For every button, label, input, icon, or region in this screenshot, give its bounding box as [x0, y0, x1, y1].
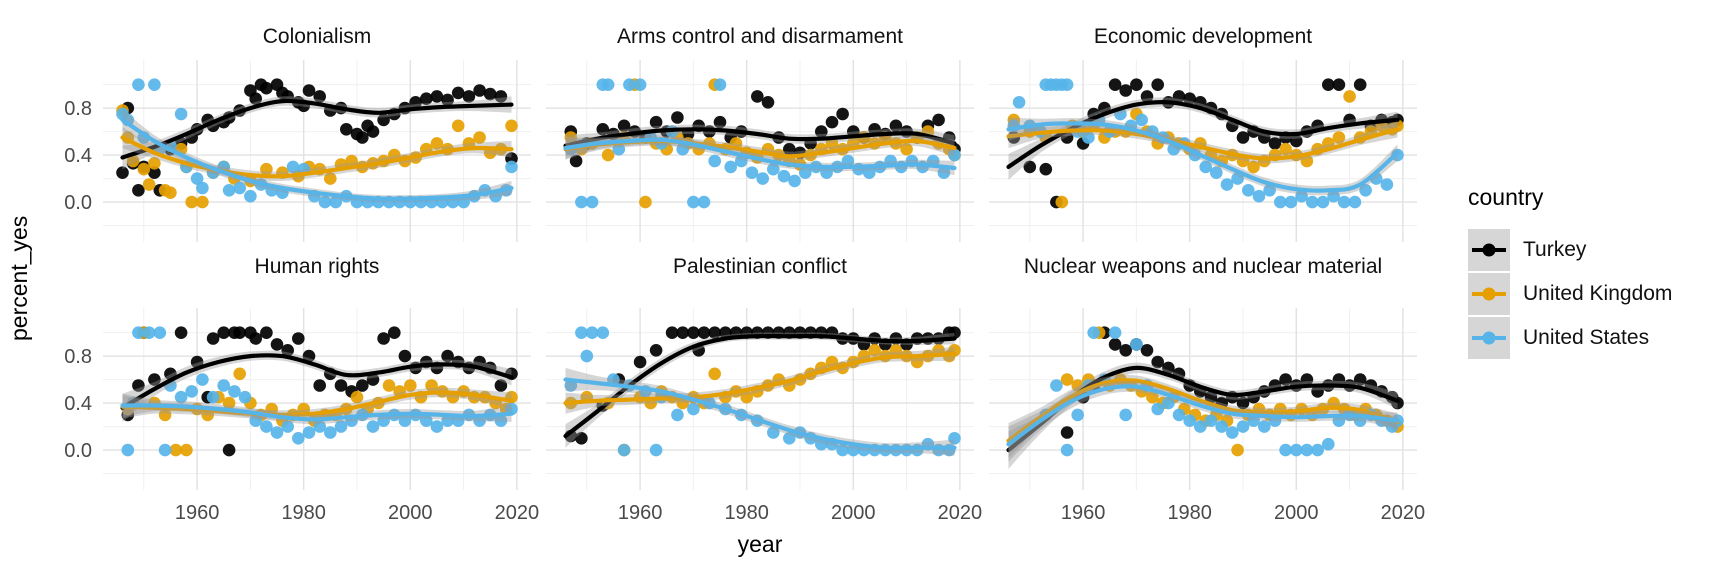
- confidence-band-turkey: [122, 350, 512, 422]
- facet-panel-4: [546, 308, 974, 490]
- confidence-band-turkey: [1008, 362, 1398, 469]
- facet-panel-3: [103, 308, 531, 490]
- svg-text:1980: 1980: [724, 502, 769, 524]
- svg-text:1980: 1980: [281, 502, 326, 524]
- confidence-band-united-states: [122, 393, 512, 425]
- legend: country Turkey United Kingdom Unit: [1468, 184, 1718, 361]
- svg-text:1960: 1960: [618, 502, 663, 524]
- x-axis-ticks: 1960 1980 2000 2020 1960 1980 2000 2020 1960 1980…: [175, 502, 1425, 524]
- smooth-line-turkey: [120, 353, 514, 410]
- smooth-line-united-kingdom: [120, 135, 514, 179]
- smooth-line-united-states: [1006, 121, 1400, 193]
- confidence-band-turkey: [122, 96, 512, 170]
- smooth-line-united-states: [563, 377, 957, 451]
- svg-text:0.4: 0.4: [64, 393, 92, 415]
- points-united-states: [121, 326, 518, 457]
- smooth-line-united-states: [120, 403, 514, 422]
- confidence-band-united-states: [122, 109, 512, 203]
- svg-text:1980: 1980: [1167, 502, 1212, 524]
- y-axis-title: percent_yes: [6, 215, 32, 341]
- svg-text:2020: 2020: [1381, 502, 1426, 524]
- confidence-band-turkey: [565, 124, 955, 157]
- svg-text:1960: 1960: [175, 502, 220, 524]
- svg-text:0.0: 0.0: [64, 440, 92, 462]
- smooth-line-united-kingdom: [1006, 378, 1400, 443]
- svg-text:2000: 2000: [831, 502, 876, 524]
- legend-label-turkey: Turkey: [1523, 238, 1587, 261]
- smooth-line-united-states: [1006, 384, 1400, 447]
- legend-key-turkey-icon: [1468, 229, 1510, 271]
- facet-title-arms-control: Arms control and disarmament: [617, 25, 903, 48]
- smooth-line-turkey: [563, 127, 957, 148]
- legend-item-turkey: Turkey: [1468, 229, 1718, 271]
- facet-panel-1: [546, 60, 974, 242]
- smooth-line-united-kingdom: [120, 390, 514, 418]
- y-axis-ticks: 0.0 0.4 0.8 0.0 0.4 0.8: [64, 98, 92, 462]
- legend-label-united-kingdom: United Kingdom: [1523, 282, 1673, 305]
- svg-text:2000: 2000: [1274, 502, 1319, 524]
- facet-title-economic-development: Economic development: [1093, 25, 1313, 48]
- confidence-band-united-kingdom: [122, 126, 512, 182]
- facet-panel-0: [103, 60, 531, 242]
- smooth-line-united-kingdom: [563, 351, 957, 406]
- facet-title-palestinian-conflict: Palestinian conflict: [673, 255, 847, 278]
- x-axis-title: year: [737, 531, 783, 557]
- legend-title: country: [1468, 184, 1544, 210]
- svg-text:2020: 2020: [938, 502, 983, 524]
- legend-label-united-states: United States: [1523, 326, 1650, 349]
- facet-title-colonialism: Colonialism: [262, 25, 372, 48]
- points-united-states: [1039, 326, 1404, 457]
- svg-text:0.4: 0.4: [64, 145, 92, 167]
- facet-title-human-rights: Human rights: [254, 255, 380, 278]
- facet-title-nuclear-weapons: Nuclear weapons and nuclear material: [1023, 255, 1383, 278]
- confidence-band-united-states: [565, 367, 955, 456]
- facet-panel-2: [989, 60, 1417, 242]
- legend-item-united-states: United States: [1468, 317, 1718, 359]
- smooth-line-united-kingdom: [1006, 127, 1400, 161]
- svg-text:2000: 2000: [388, 502, 433, 524]
- svg-text:1960: 1960: [1061, 502, 1106, 524]
- svg-text:2020: 2020: [495, 502, 540, 524]
- smooth-line-united-states: [120, 117, 514, 201]
- smooth-line-turkey: [120, 98, 514, 160]
- facet-panel-5: [989, 308, 1417, 490]
- svg-text:0.0: 0.0: [64, 192, 92, 214]
- confidence-band-turkey: [1008, 97, 1398, 180]
- legend-key-united-states-icon: [1468, 317, 1510, 359]
- smooth-line-united-states: [563, 137, 957, 171]
- svg-text:0.8: 0.8: [64, 98, 92, 120]
- svg-text:0.8: 0.8: [64, 346, 92, 368]
- smooth-line-turkey: [1006, 100, 1400, 169]
- legend-item-united-kingdom: United Kingdom: [1468, 273, 1718, 315]
- legend-key-united-kingdom-icon: [1468, 273, 1510, 315]
